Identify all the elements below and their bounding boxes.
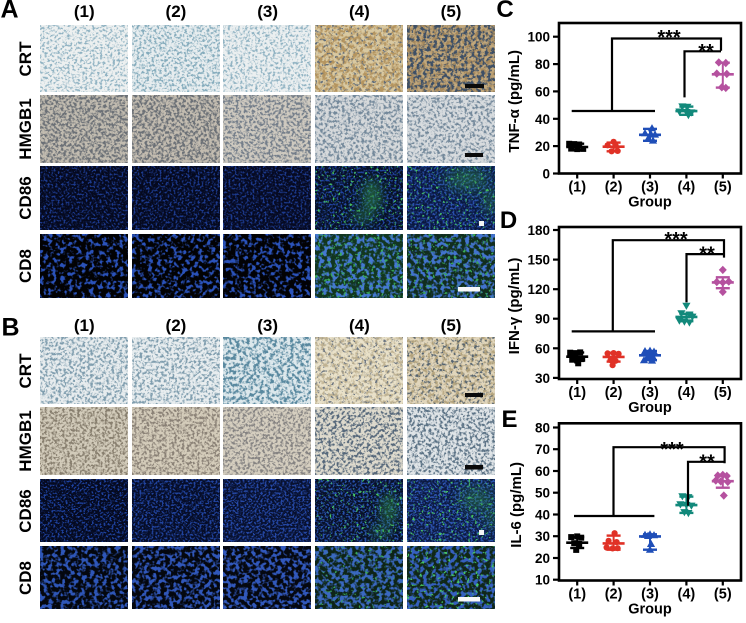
svg-text:(1): (1) [568, 385, 586, 401]
svg-text:(5): (5) [714, 180, 732, 196]
svg-text:(3): (3) [641, 587, 659, 603]
svg-text:(3): (3) [641, 385, 659, 401]
svg-text:IFN-γ (pg/mL): IFN-γ (pg/mL) [506, 258, 523, 355]
svg-text:***: *** [660, 439, 684, 461]
svg-text:***: *** [664, 229, 688, 251]
svg-text:**: ** [698, 41, 714, 63]
svg-text:(4): (4) [678, 385, 696, 401]
svg-text:90: 90 [535, 312, 550, 327]
svg-text:Group: Group [628, 602, 672, 618]
svg-text:(5): (5) [714, 385, 732, 401]
svg-text:60: 60 [535, 84, 550, 99]
svg-text:120: 120 [527, 282, 550, 297]
svg-text:(1): (1) [568, 180, 586, 196]
svg-text:Group: Group [628, 195, 672, 211]
svg-text:0: 0 [542, 167, 550, 182]
svg-text:(4): (4) [678, 180, 696, 196]
svg-text:**: ** [699, 244, 715, 266]
svg-text:20: 20 [535, 551, 550, 566]
svg-text:40: 40 [535, 112, 550, 127]
svg-text:80: 80 [535, 421, 550, 436]
svg-text:20: 20 [535, 139, 550, 154]
svg-text:180: 180 [527, 223, 550, 238]
svg-text:(1): (1) [568, 587, 586, 603]
svg-text:(4): (4) [678, 587, 696, 603]
svg-text:70: 70 [535, 442, 550, 457]
svg-text:60: 60 [535, 464, 550, 479]
svg-text:IL-6 (pg/mL): IL-6 (pg/mL) [508, 462, 525, 548]
svg-text:(2): (2) [605, 385, 623, 401]
svg-text:Group: Group [628, 400, 672, 416]
svg-text:60: 60 [535, 341, 550, 356]
svg-text:TNF-α (pg/mL): TNF-α (pg/mL) [506, 50, 523, 153]
svg-text:(2): (2) [605, 180, 623, 196]
svg-text:***: *** [657, 27, 681, 49]
svg-text:(2): (2) [605, 587, 623, 603]
svg-text:100: 100 [527, 30, 550, 45]
svg-text:(3): (3) [641, 180, 659, 196]
svg-text:**: ** [699, 452, 715, 474]
svg-text:10: 10 [535, 573, 550, 588]
svg-text:150: 150 [527, 253, 550, 268]
svg-text:50: 50 [535, 486, 550, 501]
svg-text:40: 40 [535, 508, 550, 523]
svg-text:30: 30 [535, 529, 550, 544]
svg-text:30: 30 [535, 371, 550, 386]
svg-text:(5): (5) [714, 587, 732, 603]
svg-text:80: 80 [535, 57, 550, 72]
